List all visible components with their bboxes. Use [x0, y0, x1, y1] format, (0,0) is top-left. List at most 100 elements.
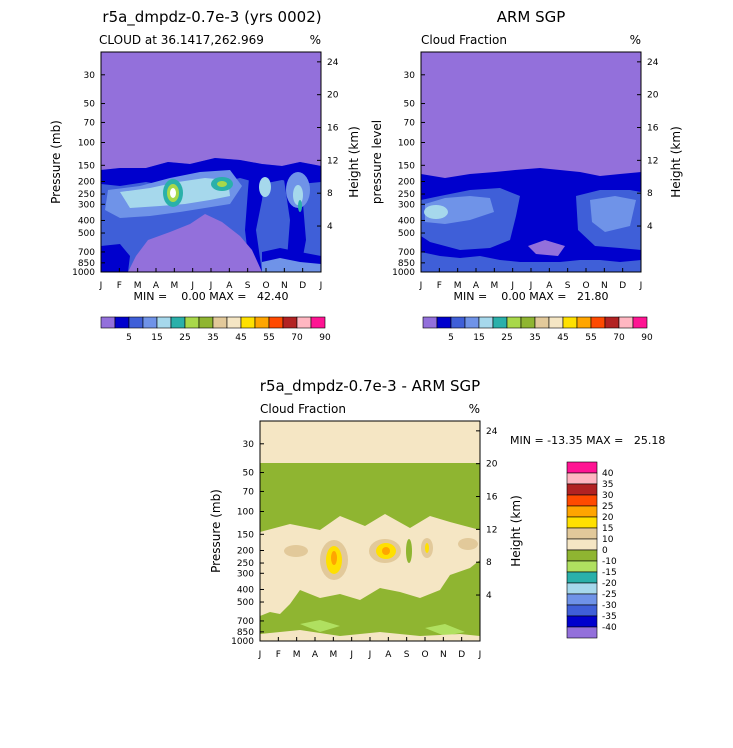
panel2-plot-area: [421, 52, 641, 272]
colorbar-swatch: [618, 316, 634, 329]
y-right-tick-label: 12: [486, 525, 497, 535]
panel1-units: %: [310, 33, 321, 47]
panel3-pos-spot-1: [284, 545, 308, 557]
colorbar-label: 15: [151, 333, 162, 343]
colorbar-swatch: [566, 538, 598, 551]
panel3-title: r5a_dmpdz-0.7e-3 - ARM SGP: [260, 377, 480, 396]
colorbar-swatch: [562, 316, 578, 329]
colorbar-swatch: [566, 626, 598, 639]
colorbar-label: -25: [602, 590, 617, 600]
x-tick-label: D: [458, 650, 465, 660]
colorbar-swatch: [520, 316, 536, 329]
x-tick-label: O: [582, 281, 589, 291]
x-tick-label: J: [639, 281, 643, 291]
y-tick-label: 150: [78, 161, 95, 171]
y-right-tick-label: 20: [327, 91, 339, 101]
y-tick-label: 30: [243, 440, 255, 450]
colorbar-swatch: [156, 316, 172, 329]
colorbar-label: 15: [473, 333, 484, 343]
panel3-stats: MIN = -13.35 MAX = 25.18: [510, 434, 665, 447]
panel-model: r5a_dmpdz-0.7e-3 (yrs 0002) CLOUD at 36.…: [49, 8, 361, 343]
x-tick-label: J: [368, 650, 372, 660]
y-right-tick-label: 4: [647, 222, 653, 232]
y-tick-label: 700: [398, 248, 415, 258]
y-tick-label: 50: [404, 100, 416, 110]
colorbar-swatch: [566, 549, 598, 562]
y-tick-label: 1000: [392, 268, 415, 278]
colorbar-swatch: [576, 316, 592, 329]
colorbar-label: 20: [602, 513, 614, 523]
panel2-bl-mid: [421, 252, 641, 272]
panel1-bl-mid: [262, 258, 321, 272]
y-tick-label: 850: [398, 259, 415, 269]
panel3-neg-spot: [406, 539, 412, 563]
x-tick-label: J: [510, 281, 514, 291]
y-tick-label: 300: [398, 200, 415, 210]
y-tick-label: 700: [78, 248, 95, 258]
colorbar-swatch: [212, 316, 228, 329]
y-tick-label: 100: [237, 508, 254, 518]
colorbar-label: 25: [501, 333, 512, 343]
x-tick-label: N: [601, 281, 608, 291]
x-tick-label: A: [226, 281, 233, 291]
x-tick-label: J: [99, 281, 103, 291]
x-tick-label: J: [209, 281, 213, 291]
colorbar-swatch: [548, 316, 564, 329]
x-tick-label: A: [473, 281, 480, 291]
colorbar-label: 45: [235, 333, 246, 343]
colorbar-label: 55: [585, 333, 596, 343]
panel2-units: %: [630, 33, 641, 47]
x-tick-label: M: [170, 281, 178, 291]
y-tick-label: 200: [398, 177, 415, 187]
x-tick-label: F: [437, 281, 442, 291]
panel3-low-neg-1: [300, 620, 340, 632]
y-tick-label: 500: [237, 598, 254, 608]
y-tick-label: 100: [78, 139, 95, 149]
colorbar-label: 35: [602, 480, 613, 490]
colorbar-swatch: [566, 593, 598, 606]
colorbar-swatch: [296, 316, 312, 329]
panel2-colorbar: 5 15 25 35 45 55 70 90: [422, 316, 653, 343]
colorbar-swatch: [632, 316, 648, 329]
panel3-ylabel-right: Height (km): [509, 495, 523, 566]
x-tick-label: M: [134, 281, 142, 291]
y-tick-label: 70: [404, 118, 416, 128]
panel1-stats: MIN = 0.00 MAX = 42.40: [134, 290, 289, 303]
y-right-tick-label: 12: [647, 156, 658, 166]
x-tick-label: A: [385, 650, 392, 660]
colorbar-label: -35: [602, 612, 617, 622]
y-right-tick-label: 8: [647, 189, 653, 199]
colorbar-label: -20: [602, 579, 617, 589]
colorbar-label: 30: [602, 491, 614, 501]
panel2-ylabel: pressure level: [370, 120, 384, 204]
x-tick-label: J: [319, 281, 323, 291]
panel1-bl-dark: [101, 244, 130, 272]
panel3-pos-spot-4-core: [425, 543, 429, 553]
x-tick-label: J: [190, 281, 194, 291]
y-tick-label: 1000: [231, 637, 254, 647]
panel2-stats: MIN = 0.00 MAX = 21.80: [454, 290, 609, 303]
colorbar-swatch: [478, 316, 494, 329]
panel2-ylabel-right: Height (km): [669, 126, 683, 197]
colorbar-label: -15: [602, 568, 617, 578]
panel1-subtitle: CLOUD at 36.1417,262.969: [99, 33, 264, 47]
colorbar-swatch: [198, 316, 214, 329]
x-tick-label: M: [454, 281, 462, 291]
panel3-low-neg-2: [425, 624, 465, 636]
x-tick-label: S: [404, 650, 410, 660]
panel1-peak2-core: [217, 181, 227, 187]
colorbar-label: 5: [448, 333, 454, 343]
colorbar-label: 35: [529, 333, 540, 343]
colorbar-swatch: [464, 316, 480, 329]
colorbar-label: 10: [602, 535, 614, 545]
panel1-low-clear: [128, 214, 262, 272]
y-right-tick-label: 16: [327, 124, 339, 134]
y-right-tick-label: 24: [647, 58, 659, 68]
colorbar-label: 35: [207, 333, 218, 343]
y-tick-label: 50: [243, 469, 255, 479]
y-tick-label: 250: [237, 559, 254, 569]
y-tick-label: 200: [237, 546, 254, 556]
x-tick-label: J: [478, 650, 482, 660]
colorbar-swatch: [566, 461, 598, 474]
